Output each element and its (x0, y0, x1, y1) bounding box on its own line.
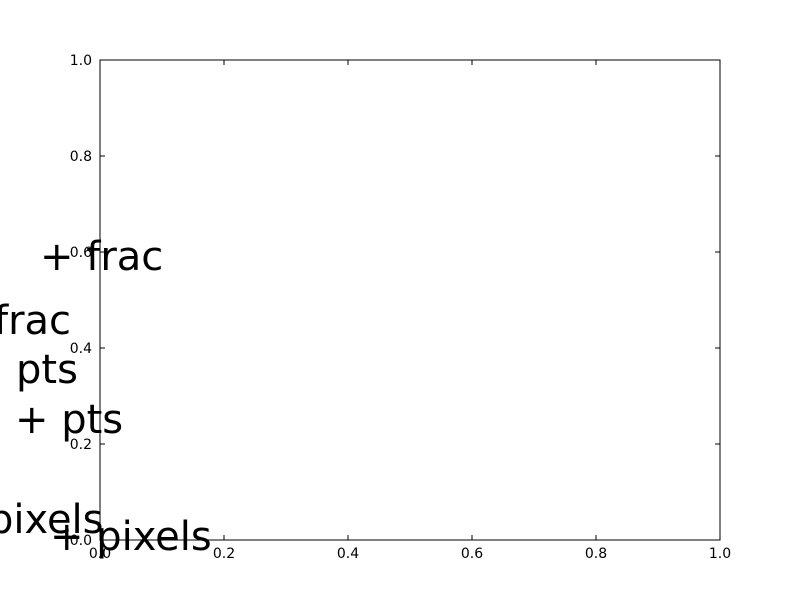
annotation-text: + pts (15, 397, 123, 443)
y-tick-label: 0.4 (70, 341, 92, 357)
x-tick-label: 0.4 (337, 546, 359, 562)
x-tick-label: 0.6 (461, 546, 483, 562)
annotation-text: + frac (40, 234, 163, 280)
y-tick-label: 0.2 (70, 437, 92, 453)
annotation-text: pts (16, 347, 78, 393)
y-tick-label: 0.8 (70, 149, 92, 165)
annotation-text: pixels (0, 497, 104, 543)
y-tick-label: 0.6 (70, 245, 92, 261)
x-tick-label: 1.0 (709, 546, 731, 562)
tick-labels: 0.0 0.2 0.4 0.6 0.8 1.0 0.0 0.2 0.4 0.6 0.8 1.0 (70, 53, 731, 562)
x-tick-label: 0.8 (585, 546, 607, 562)
plot-frame (99, 59, 721, 541)
y-tick-label: 1.0 (70, 53, 92, 69)
annotation-text: frac (0, 298, 71, 344)
x-tick-label: 0.2 (213, 546, 235, 562)
annotation-text: + pixels (50, 514, 212, 560)
x-tick-label: 0.0 (89, 546, 111, 562)
y-tick-label: 0.0 (70, 533, 92, 549)
